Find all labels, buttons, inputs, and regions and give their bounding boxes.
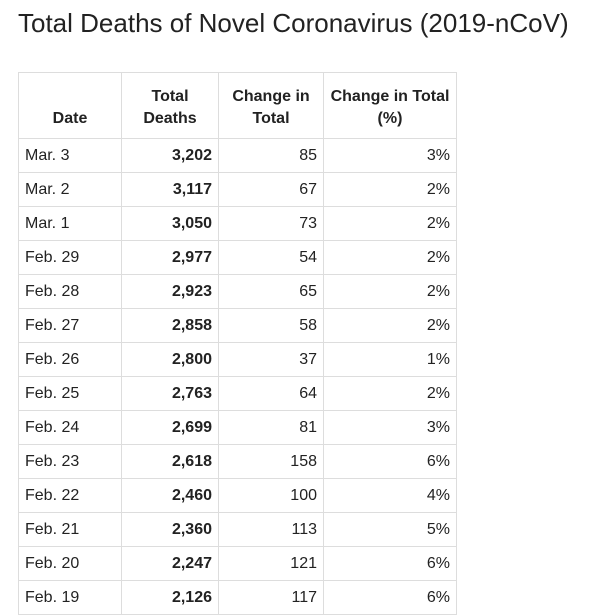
table-cell: 6% <box>323 444 457 479</box>
header-row: Date Total Deaths Change in Total Change in… <box>18 72 457 139</box>
table-cell: Feb. 19 <box>18 580 122 615</box>
table-body: Mar. 3 3,202 85 3% Mar. 2 3,117 67 2% Mar. 1 3,05… <box>18 138 457 615</box>
table-cell: 3% <box>323 138 457 173</box>
table-head: Date Total Deaths Change in Total Change in… <box>18 72 457 139</box>
table-cell: 2,977 <box>121 240 219 275</box>
table-cell: Feb. 25 <box>18 376 122 411</box>
table-cell: 81 <box>218 410 324 445</box>
table-cell: 2% <box>323 206 457 241</box>
table-cell: 65 <box>218 274 324 309</box>
table-row: Feb. 23 2,618 158 6% <box>18 444 457 479</box>
table-cell: Mar. 2 <box>18 172 122 207</box>
table-cell: 2,618 <box>121 444 219 479</box>
table-cell: 73 <box>218 206 324 241</box>
table-cell: Feb. 23 <box>18 444 122 479</box>
table-cell: Feb. 28 <box>18 274 122 309</box>
table-cell: 2% <box>323 376 457 411</box>
table-cell: 1% <box>323 342 457 377</box>
table-cell: 158 <box>218 444 324 479</box>
table-cell: 85 <box>218 138 324 173</box>
table-row: Feb. 29 2,977 54 2% <box>18 240 457 275</box>
table-cell: 4% <box>323 478 457 513</box>
table-row: Feb. 24 2,699 81 3% <box>18 410 457 445</box>
table-cell: Feb. 27 <box>18 308 122 343</box>
table-row: Mar. 2 3,117 67 2% <box>18 172 457 207</box>
table-row: Mar. 3 3,202 85 3% <box>18 138 457 173</box>
table-cell: Mar. 3 <box>18 138 122 173</box>
table-cell: 2,699 <box>121 410 219 445</box>
table-cell: 2,126 <box>121 580 219 615</box>
table-row: Feb. 26 2,800 37 1% <box>18 342 457 377</box>
table-cell: 37 <box>218 342 324 377</box>
table-cell: 6% <box>323 546 457 581</box>
table-cell: 2% <box>323 240 457 275</box>
table-row: Feb. 25 2,763 64 2% <box>18 376 457 411</box>
table-cell: 3,117 <box>121 172 219 207</box>
table-cell: 121 <box>218 546 324 581</box>
table-cell: 2,923 <box>121 274 219 309</box>
table-row: Feb. 28 2,923 65 2% <box>18 274 457 309</box>
table-cell: 100 <box>218 478 324 513</box>
table-cell: Feb. 24 <box>18 410 122 445</box>
table-cell: 58 <box>218 308 324 343</box>
table-cell: Mar. 1 <box>18 206 122 241</box>
table-cell: 3,050 <box>121 206 219 241</box>
table-cell: 3,202 <box>121 138 219 173</box>
table-row: Feb. 19 2,126 117 6% <box>18 580 457 615</box>
table-row: Feb. 21 2,360 113 5% <box>18 512 457 547</box>
table-cell: 113 <box>218 512 324 547</box>
table-cell: 2,460 <box>121 478 219 513</box>
table-row: Feb. 27 2,858 58 2% <box>18 308 457 343</box>
column-header: Date <box>18 72 122 139</box>
deaths-table: Date Total Deaths Change in Total Change in… <box>18 72 457 615</box>
table-cell: Feb. 20 <box>18 546 122 581</box>
column-header: Change in Total <box>218 72 324 139</box>
table-cell: Feb. 22 <box>18 478 122 513</box>
table-cell: 64 <box>218 376 324 411</box>
page-title: Total Deaths of Novel Coronavirus (2019-… <box>18 8 569 38</box>
table-cell: 54 <box>218 240 324 275</box>
table-cell: Feb. 29 <box>18 240 122 275</box>
table-row: Feb. 20 2,247 121 6% <box>18 546 457 581</box>
table-cell: 2,800 <box>121 342 219 377</box>
table-cell: 117 <box>218 580 324 615</box>
table-cell: 2,360 <box>121 512 219 547</box>
column-header: Total Deaths <box>121 72 219 139</box>
table-cell: 67 <box>218 172 324 207</box>
table-cell: 2,247 <box>121 546 219 581</box>
table-cell: 5% <box>323 512 457 547</box>
table-cell: 2% <box>323 172 457 207</box>
table-cell: Feb. 26 <box>18 342 122 377</box>
table-cell: 2,763 <box>121 376 219 411</box>
table-cell: Feb. 21 <box>18 512 122 547</box>
column-header: Change in Total (%) <box>323 72 457 139</box>
table-row: Feb. 22 2,460 100 4% <box>18 478 457 513</box>
table-row: Mar. 1 3,050 73 2% <box>18 206 457 241</box>
table-cell: 2,858 <box>121 308 219 343</box>
table-cell: 6% <box>323 580 457 615</box>
table-cell: 2% <box>323 274 457 309</box>
table-cell: 3% <box>323 410 457 445</box>
table-cell: 2% <box>323 308 457 343</box>
